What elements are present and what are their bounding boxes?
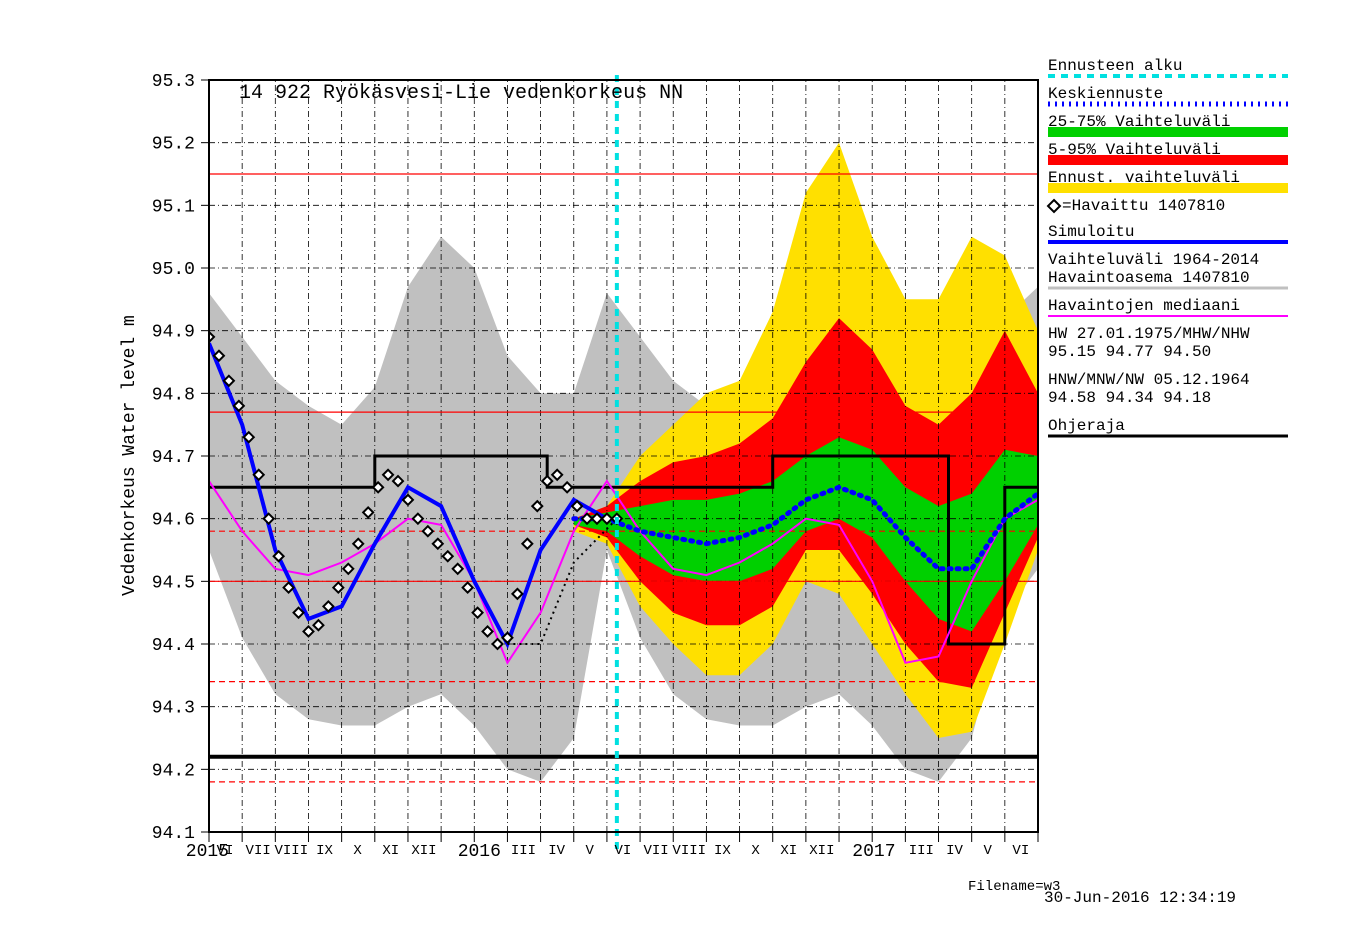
xtick-month: X xyxy=(751,843,760,859)
ytick-label: 94.2 xyxy=(152,761,195,781)
xtick-month: IX xyxy=(714,843,731,859)
xtick-year: 2015 xyxy=(186,842,229,862)
xtick-month: XII xyxy=(809,843,834,859)
xtick-month: III xyxy=(909,843,934,859)
xtick-month: IV xyxy=(946,843,963,859)
xtick-month: VI xyxy=(615,843,632,859)
xtick-month: III xyxy=(511,843,536,859)
chart-title: 14 922 Ryökäsvesi-Lie vedenkorkeus NN xyxy=(239,82,683,105)
ytick-label: 94.4 xyxy=(152,636,195,656)
legend-label-forecast_start: Ennusteen alku xyxy=(1048,57,1182,75)
legend-label-hist_range: Havaintoasema 1407810 xyxy=(1048,269,1250,287)
xtick-month: VII xyxy=(643,843,668,859)
chart-root: 94.1 94.2 94.3 94.4 94.5 94.6 94.7 94.8 94.9 95.0… xyxy=(0,0,1345,947)
xtick-year: 2017 xyxy=(852,842,895,862)
xtick-month: XI xyxy=(382,843,399,859)
legend-marker-observed xyxy=(1048,200,1060,212)
legend-label-hnw: HNW/MNW/NW 05.12.1964 xyxy=(1048,371,1250,389)
ytick-label: 95.3 xyxy=(152,72,195,92)
legend-label-hist_range: Vaihteluväli 1964-2014 xyxy=(1048,251,1259,269)
ytick-label: 94.5 xyxy=(152,573,195,593)
ytick-label: 95.2 xyxy=(152,135,195,155)
xtick-month: IX xyxy=(316,843,333,859)
xtick-month: XII xyxy=(411,843,436,859)
ytick-label: 94.6 xyxy=(152,511,195,531)
ytick-label: 94.7 xyxy=(152,448,195,468)
legend-label-obs_median: Havaintojen mediaani xyxy=(1048,297,1240,315)
legend-label-ohjeraja: Ohjeraja xyxy=(1048,417,1125,435)
legend-label-hw: HW 27.01.1975/MHW/NHW xyxy=(1048,325,1250,343)
xtick-month: V xyxy=(586,843,595,859)
xtick-month: VII xyxy=(246,843,271,859)
xtick-month: X xyxy=(353,843,362,859)
ytick-label: 94.8 xyxy=(152,385,195,405)
xtick-month: V xyxy=(983,843,992,859)
legend-label-hw: 95.15 94.77 94.50 xyxy=(1048,343,1211,361)
y-axis-label: Vedenkorkeus Water level m xyxy=(120,315,140,596)
xtick-month: XI xyxy=(780,843,797,859)
legend-label-observed: =Havaittu 1407810 xyxy=(1062,197,1225,215)
ytick-label: 94.3 xyxy=(152,699,195,719)
xtick-month: VI xyxy=(1012,843,1029,859)
ytick-label: 94.9 xyxy=(152,323,195,343)
xtick-month: IV xyxy=(548,843,565,859)
xtick-month: VIII xyxy=(672,843,706,859)
ytick-label: 95.0 xyxy=(152,260,195,280)
ytick-label: 94.1 xyxy=(152,824,195,844)
xtick-year: 2016 xyxy=(458,842,501,862)
chart-svg: 94.1 94.2 94.3 94.4 94.5 94.6 94.7 94.8 94.9 95.0… xyxy=(0,0,1345,947)
ytick-label: 95.1 xyxy=(152,197,195,217)
timestamp-label: 30-Jun-2016 12:34:19 xyxy=(1044,889,1236,907)
xtick-month: VIII xyxy=(275,843,309,859)
legend-label-simulated: Simuloitu xyxy=(1048,223,1134,241)
legend-label-hnw: 94.58 94.34 94.18 xyxy=(1048,389,1211,407)
legend-label-mean_forecast: Keskiennuste xyxy=(1048,85,1163,103)
